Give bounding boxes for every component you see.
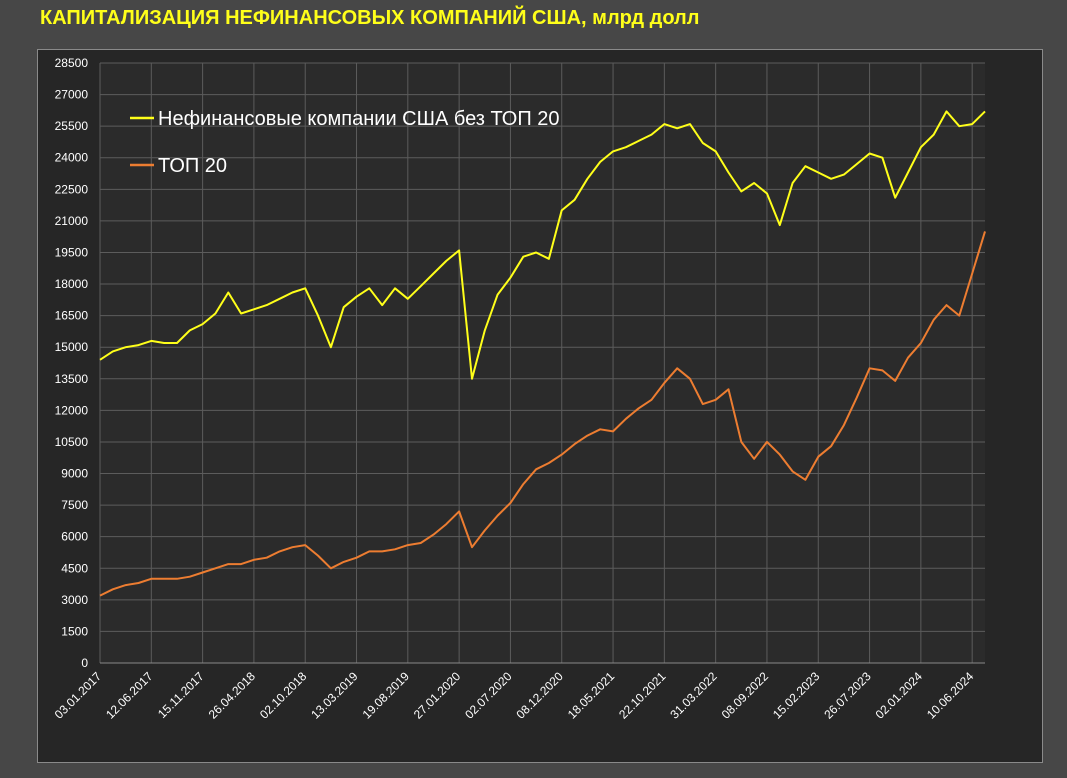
y-tick-label: 10500: [55, 435, 89, 449]
y-tick-label: 6000: [61, 530, 88, 544]
y-tick-label: 12000: [55, 403, 89, 417]
y-tick-label: 7500: [61, 498, 88, 512]
y-tick-label: 22500: [55, 182, 89, 196]
plot-area: [100, 63, 985, 663]
legend-label: Нефинансовые компании США без ТОП 20: [158, 108, 560, 130]
y-tick-label: 0: [81, 656, 88, 670]
y-tick-label: 19500: [55, 245, 89, 259]
y-tick-label: 28500: [55, 56, 89, 70]
y-tick-label: 13500: [55, 372, 89, 386]
y-tick-label: 4500: [61, 561, 88, 575]
y-tick-label: 1500: [61, 624, 88, 638]
chart-title: КАПИТАЛИЗАЦИЯ НЕФИНАНСОВЫХ КОМПАНИЙ США,…: [40, 5, 699, 29]
legend-label: ТОП 20: [158, 155, 227, 177]
y-tick-label: 16500: [55, 309, 89, 323]
series-line: [99, 110, 986, 380]
y-tick-label: 25500: [55, 119, 89, 133]
y-tick-label: 3000: [61, 593, 88, 607]
series-line: [99, 231, 986, 597]
y-tick-label: 15000: [55, 340, 89, 354]
y-tick-label: 18000: [55, 277, 89, 291]
y-tick-label: 27000: [55, 88, 89, 102]
y-tick-label: 24000: [55, 151, 89, 165]
y-tick-label: 21000: [55, 214, 89, 228]
y-tick-label: 9000: [61, 467, 88, 481]
